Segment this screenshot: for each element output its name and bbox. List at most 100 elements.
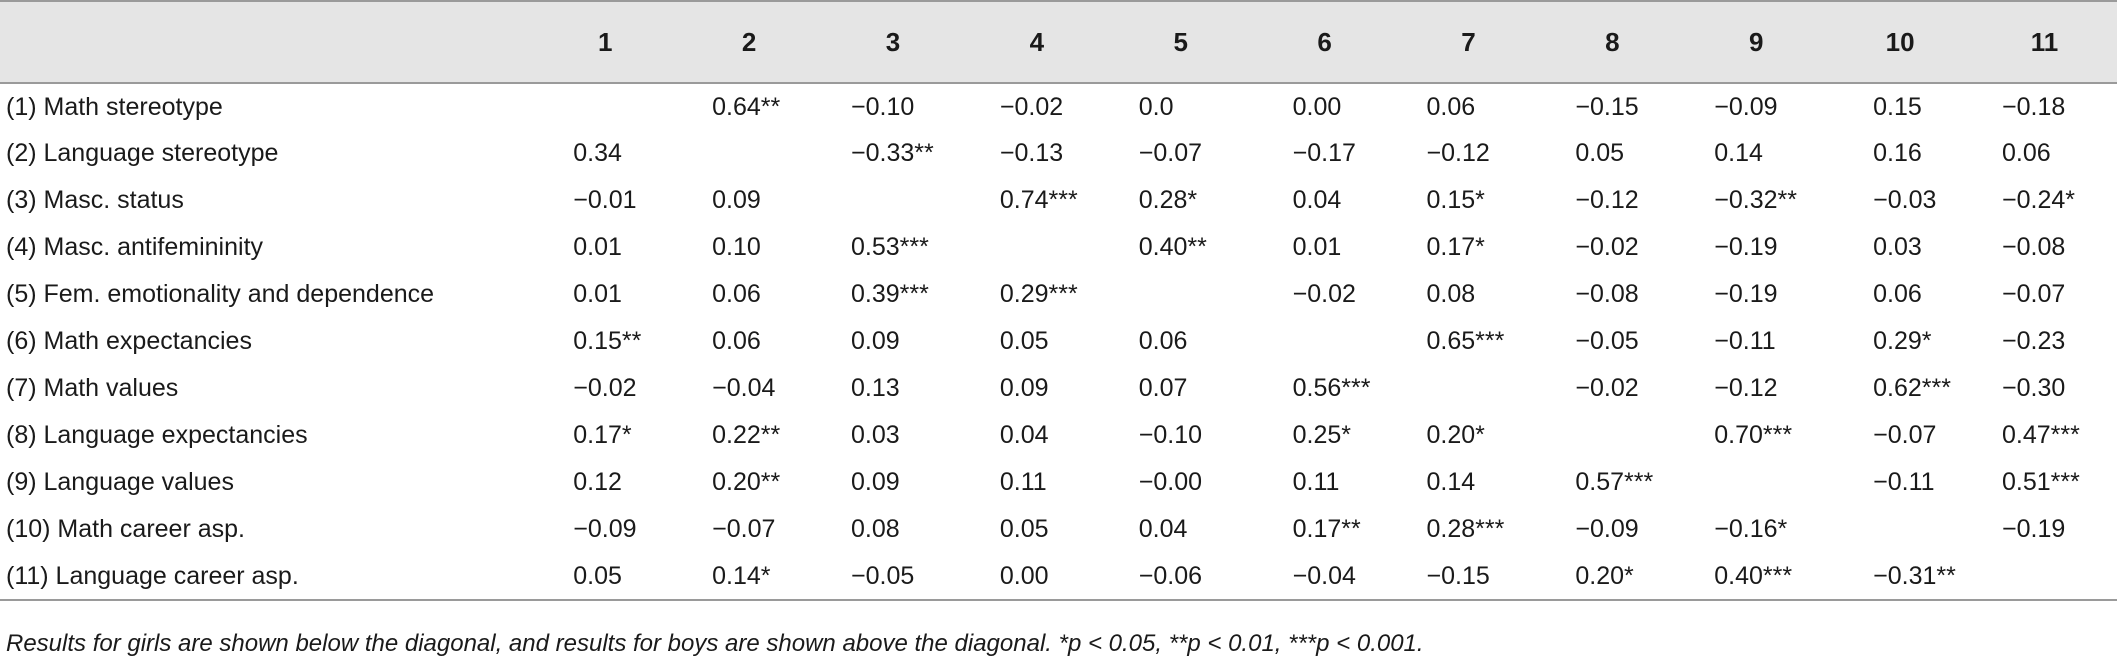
- table-cell: [1540, 412, 1684, 459]
- table-row: (9) Language values 0.12 0.20** 0.09 0.11 −0.…: [0, 459, 2117, 506]
- table-cell: 0.03: [1873, 233, 1922, 261]
- table-cell: 0.13: [851, 374, 900, 402]
- table-cell: 0.05: [999, 327, 1049, 355]
- table-cell: −0.04: [1252, 553, 1397, 601]
- column-header-7: 7: [1396, 0, 1541, 84]
- table-cell: 0.28***: [1426, 515, 1505, 543]
- table-cell: 0.64**: [712, 92, 781, 121]
- table-cell: −0.01: [573, 186, 637, 214]
- table-cell: −0.02: [573, 374, 637, 402]
- table-cell: 0.56***: [1292, 374, 1371, 402]
- table-cell: −0.09: [1575, 515, 1639, 543]
- table-cell: −0.18: [2002, 92, 2066, 121]
- table-cell: 0.10: [712, 233, 761, 261]
- table-cell: 0.08: [1426, 280, 1476, 308]
- column-header-10: 10: [1828, 0, 1973, 84]
- table-cell: −0.11: [1714, 327, 1776, 355]
- table-cell: −0.12: [1575, 186, 1639, 214]
- table-cell: 0.29*: [1873, 327, 1932, 355]
- table-cell: −0.19: [1714, 233, 1778, 261]
- table-cell: −0.10: [851, 92, 915, 121]
- column-header-3: 3: [821, 0, 965, 84]
- table-cell: 0.14: [1426, 468, 1476, 496]
- table-cell: −0.19: [1714, 280, 1778, 308]
- table-cell: 0.39***: [851, 280, 929, 308]
- table-cell: 0.04: [999, 421, 1049, 449]
- column-header-1: 1: [533, 0, 678, 84]
- table-cell: −0.10: [1138, 421, 1203, 449]
- table-cell: −0.15: [1575, 92, 1639, 121]
- table-cell: 0.01: [573, 280, 622, 308]
- table-cell: 0.57***: [1575, 468, 1654, 496]
- table-cell: 0.20*: [1540, 553, 1685, 601]
- row-label: (1) Math stereotype: [6, 92, 223, 121]
- table-cell: −0.05: [821, 553, 965, 601]
- table-cell: 0.15**: [573, 327, 642, 355]
- table-cell: [677, 130, 821, 177]
- table-cell: −0.12: [1426, 139, 1490, 167]
- table-cell: 0.17*: [1426, 233, 1485, 261]
- row-label: (7) Math values: [6, 374, 179, 402]
- table-cell: 0.06: [1426, 92, 1476, 121]
- table-cell: −0.15: [1396, 553, 1541, 601]
- table-cell: [533, 83, 677, 130]
- table-cell: 0.12: [573, 468, 622, 496]
- column-header-8: 8: [1540, 0, 1685, 84]
- table-cell: 0.34: [573, 139, 622, 167]
- table-cell: −0.08: [1575, 280, 1639, 308]
- column-header-5: 5: [1108, 0, 1253, 84]
- table-cell: −0.02: [1292, 280, 1356, 308]
- table-cell: [1972, 553, 2117, 601]
- table-cell: 0.09: [999, 374, 1049, 402]
- table-cell: −0.12: [1714, 374, 1778, 402]
- table-cell: 0.06: [1873, 280, 1922, 308]
- row-label: (9) Language values: [6, 468, 234, 496]
- row-label: (3) Masc. status: [6, 186, 184, 214]
- row-label: (10) Math career asp.: [6, 515, 245, 543]
- table-cell: 0.53***: [851, 233, 929, 261]
- table-cell: 0.06: [1138, 327, 1188, 355]
- table-cell: −0.13: [999, 139, 1064, 167]
- table-cell: −0.11: [1873, 468, 1935, 496]
- table-cell: 0.01: [1292, 233, 1342, 261]
- table-cell: 0.05: [1575, 139, 1625, 167]
- table-cell: [821, 177, 965, 224]
- table-cell: [1253, 318, 1397, 365]
- table-cell: 0.08: [851, 515, 900, 543]
- table-cell: [965, 224, 1109, 271]
- table-cell: −0.09: [573, 515, 637, 543]
- table-cell: −0.31**: [1828, 553, 1973, 601]
- table-row: (8) Language expectancies 0.17* 0.22** 0.03…: [0, 412, 2117, 459]
- table-row: (4) Masc. antifemininity 0.01 0.10 0.53*** 0…: [0, 224, 2117, 271]
- table-cell: 0.65***: [1426, 327, 1505, 355]
- table-cell: −0.02: [999, 92, 1064, 121]
- column-header-6: 6: [1252, 0, 1397, 84]
- table-cell: −0.02: [1575, 233, 1639, 261]
- row-label: (5) Fem. emotionality and dependence: [6, 280, 435, 308]
- table-cell: 0.28*: [1138, 186, 1198, 214]
- table-cell: 0.09: [712, 186, 761, 214]
- table-cell: −0.33**: [851, 139, 934, 167]
- table-row: (11) Language career asp. 0.05 0.14* −0.05 0…: [0, 553, 2117, 601]
- table-cell: −0.07: [712, 515, 776, 543]
- table-cell: 0.62***: [1873, 374, 1951, 402]
- table-cell: −0.19: [2002, 515, 2066, 543]
- row-label: (4) Masc. antifemininity: [6, 233, 264, 261]
- column-header-4: 4: [964, 0, 1109, 84]
- table-cell: 0.20*: [1426, 421, 1485, 449]
- table-cell: 0.04: [1138, 515, 1188, 543]
- row-label: (6) Math expectancies: [6, 327, 252, 355]
- table-cell: 0.14*: [677, 553, 822, 601]
- table-cell: [1397, 365, 1541, 412]
- header-label-cell: [0, 0, 534, 84]
- table-cell: [1684, 459, 1828, 506]
- table-cell: 0.20**: [712, 468, 781, 496]
- table-row: (5) Fem. emotionality and dependence 0.01…: [0, 271, 2117, 318]
- table-row: (1) Math stereotype 0.64** −0.10 −0.02 0.0 0.…: [0, 83, 2117, 130]
- row-label: (11) Language career asp.: [0, 553, 534, 601]
- table-footnote: Results for girls are shown below the di…: [6, 630, 1424, 657]
- table-cell: 0.00: [1292, 92, 1342, 121]
- table-cell: 0.07: [1138, 374, 1188, 402]
- row-label: (2) Language stereotype: [6, 139, 279, 167]
- table-cell: 0.11: [999, 468, 1047, 496]
